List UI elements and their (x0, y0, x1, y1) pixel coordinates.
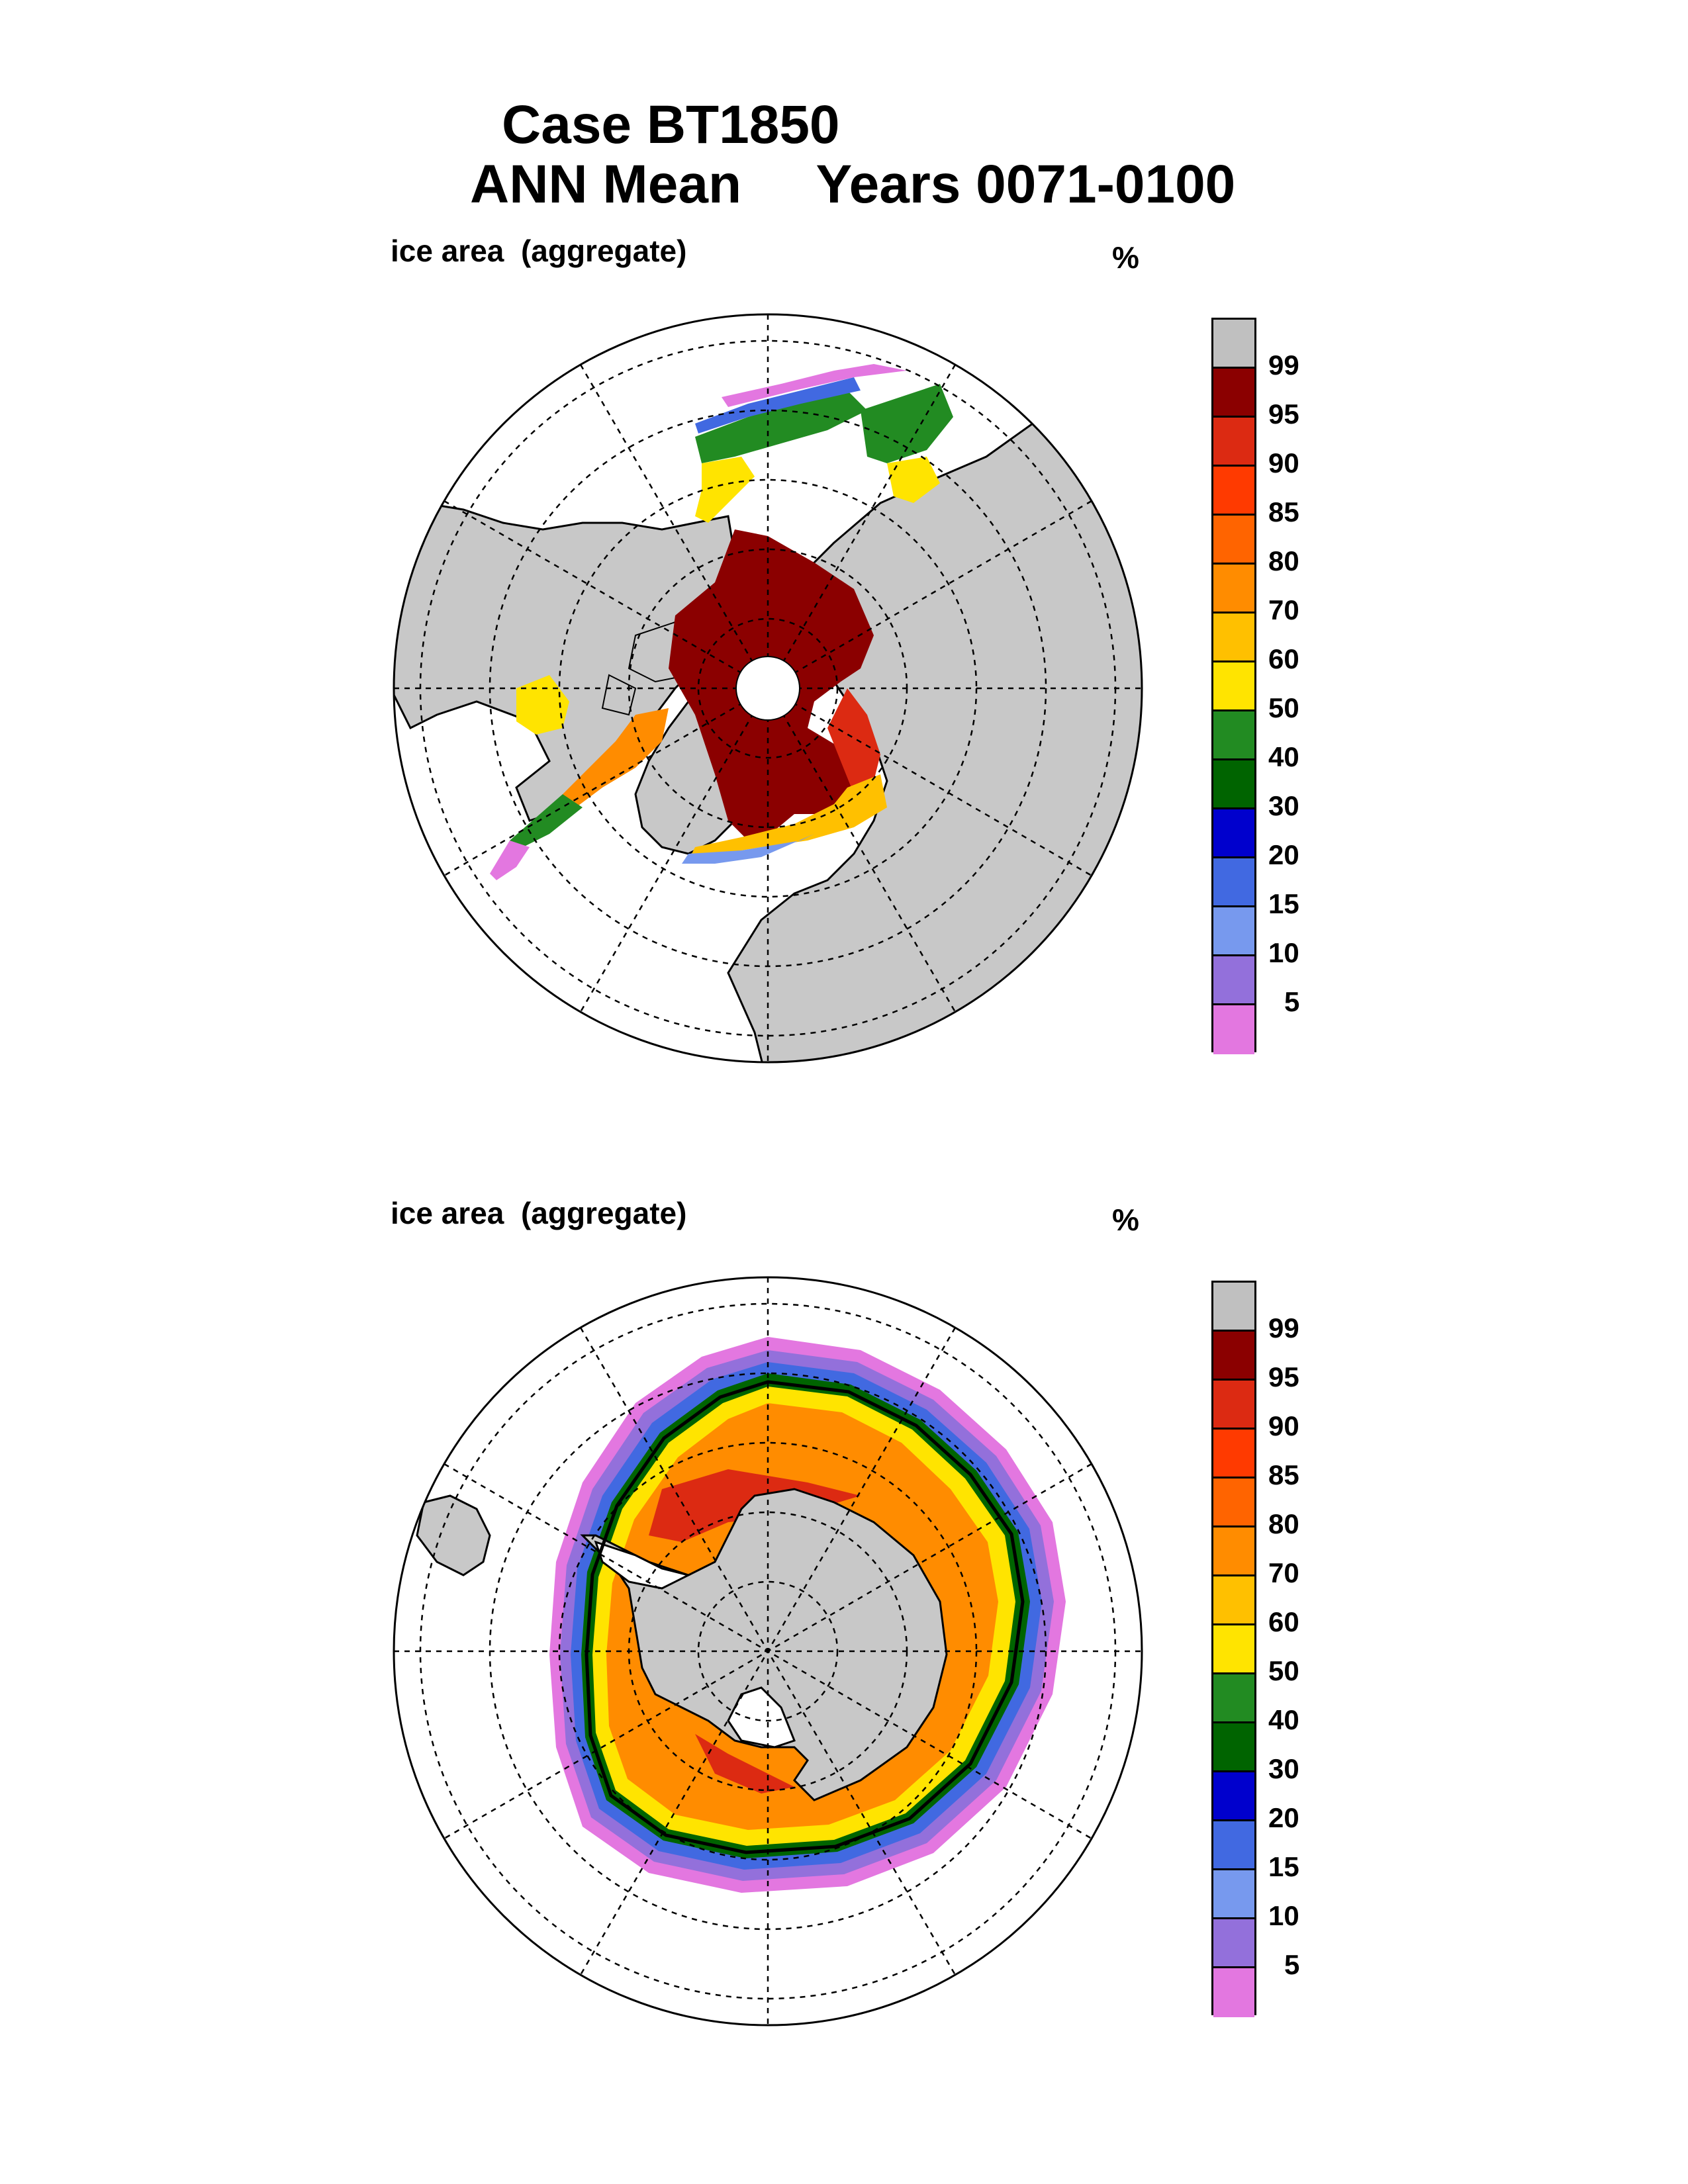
south-colorbar-box (1213, 1625, 1254, 1674)
south-land-ross-iceshelf (727, 1686, 796, 1749)
north-colorbar-tick-label: 90 (1268, 447, 1299, 478)
south-colorbar-box (1213, 1919, 1254, 1968)
north-colorbar-tick-label: 10 (1268, 937, 1299, 968)
north-ice-okhotsk-yellow (887, 457, 940, 503)
south-colorbar-tick-label: 70 (1268, 1557, 1299, 1588)
north-colorbar-tick-label: 85 (1268, 496, 1299, 527)
south-graticule (394, 1277, 1142, 2025)
south-colorbar-tick-label: 80 (1268, 1508, 1299, 1539)
north-variable-label: ice area (aggregate) (391, 234, 687, 268)
south-unit-label: % (1112, 1203, 1139, 1237)
north-ice-bering-edge (722, 364, 907, 407)
south-colorbar-tick-label: 99 (1268, 1312, 1299, 1343)
north-colorbar-tick-label: 50 (1268, 692, 1299, 723)
north-colorbar-tick-label: 70 (1268, 594, 1299, 625)
north-colorbar-box (1213, 614, 1254, 662)
north-ice-okhotsk-green (861, 384, 953, 463)
south-colorbar-box (1213, 1674, 1254, 1723)
north-colorbar-box (1213, 711, 1254, 760)
south-polar-map (393, 1276, 1143, 2026)
south-colorbar-box (1213, 1283, 1254, 1332)
north-colorbar-box (1213, 418, 1254, 467)
north-colorbar-tick-label: 80 (1268, 545, 1299, 576)
north-ice-bering-green (695, 390, 867, 463)
north-pole-hole (735, 656, 800, 721)
north-colorbar-box (1213, 907, 1254, 956)
figure-title-line1: Case BT1850 (502, 95, 840, 155)
north-colorbar-tick-label: 60 (1268, 643, 1299, 674)
south-colorbar-box (1213, 1332, 1254, 1381)
south-colorbar-tick-label: 40 (1268, 1704, 1299, 1735)
north-colorbar-box (1213, 858, 1254, 907)
south-colorbar-box (1213, 1723, 1254, 1772)
south-colorbar-tick-label: 60 (1268, 1606, 1299, 1637)
north-colorbar-box (1213, 565, 1254, 614)
north-colorbar-box (1213, 662, 1254, 711)
north-colorbar-box (1213, 956, 1254, 1005)
south-colorbar-box (1213, 1527, 1254, 1576)
north-ice-labrador-margin (490, 841, 530, 880)
south-colorbar-box (1213, 1968, 1254, 2017)
south-map-border (393, 1276, 1143, 2026)
north-colorbar-box (1213, 809, 1254, 858)
north-ice-bering-band (695, 457, 755, 523)
south-colorbar-tick-label: 10 (1268, 1900, 1299, 1931)
north-colorbar-tick-label: 99 (1268, 349, 1299, 381)
north-colorbar-tick-label: 15 (1268, 888, 1299, 919)
south-colorbar-tick-label: 5 (1284, 1949, 1300, 1980)
south-variable-label: ice area (aggregate) (391, 1196, 687, 1230)
north-colorbar (1211, 318, 1256, 1054)
north-ice-gin-sea-edge (682, 834, 814, 864)
south-ice-90 (649, 1469, 887, 1794)
north-colorbar-tick-label: 95 (1268, 398, 1299, 430)
north-ice-bering-blue (695, 377, 861, 433)
south-colorbar-box (1213, 1772, 1254, 1821)
south-colorbar-tick-label: 85 (1268, 1459, 1299, 1490)
south-colorbar-box (1213, 1430, 1254, 1479)
north-colorbar-box (1213, 467, 1254, 516)
north-colorbar-tick-label: 30 (1268, 790, 1299, 821)
north-ice-hudson (516, 675, 569, 735)
south-land-southamerica (416, 1494, 491, 1576)
south-colorbar-box (1213, 1479, 1254, 1527)
south-colorbar-tick-label: 20 (1268, 1802, 1299, 1833)
south-colorbar-box (1213, 1870, 1254, 1919)
south-colorbar (1211, 1281, 1256, 2017)
north-colorbar-box (1213, 760, 1254, 809)
south-colorbar-tick-label: 95 (1268, 1361, 1299, 1392)
south-colorbar-tick-label: 90 (1268, 1410, 1299, 1441)
south-land-weddell-shelf (594, 1540, 692, 1590)
south-colorbar-box (1213, 1381, 1254, 1430)
south-colorbar-box (1213, 1576, 1254, 1625)
north-colorbar-box (1213, 516, 1254, 565)
north-colorbar-tick-label: 40 (1268, 741, 1299, 772)
north-polar-map (393, 313, 1143, 1064)
south-colorbar-box (1213, 1821, 1254, 1870)
north-ice-gin-sea-band (688, 774, 887, 860)
south-ice-edge-contour (585, 1380, 1025, 1854)
north-colorbar-box (1213, 369, 1254, 418)
north-map-border (393, 313, 1143, 1064)
north-ice-labrador (563, 708, 669, 807)
north-colorbar-tick-label: 20 (1268, 839, 1299, 870)
south-colorbar-tick-label: 15 (1268, 1851, 1299, 1882)
south-colorbar-tick-label: 30 (1268, 1753, 1299, 1784)
south-colorbar-tick-label: 50 (1268, 1655, 1299, 1686)
north-unit-label: % (1112, 240, 1139, 275)
figure-title-line2: ANN Mean Years 0071-0100 (470, 154, 1236, 214)
north-ice-barents (827, 688, 880, 794)
north-ice-labrador-edge (510, 794, 583, 847)
north-colorbar-tick-label: 5 (1284, 986, 1300, 1017)
north-colorbar-box (1213, 320, 1254, 369)
north-colorbar-box (1213, 1005, 1254, 1054)
